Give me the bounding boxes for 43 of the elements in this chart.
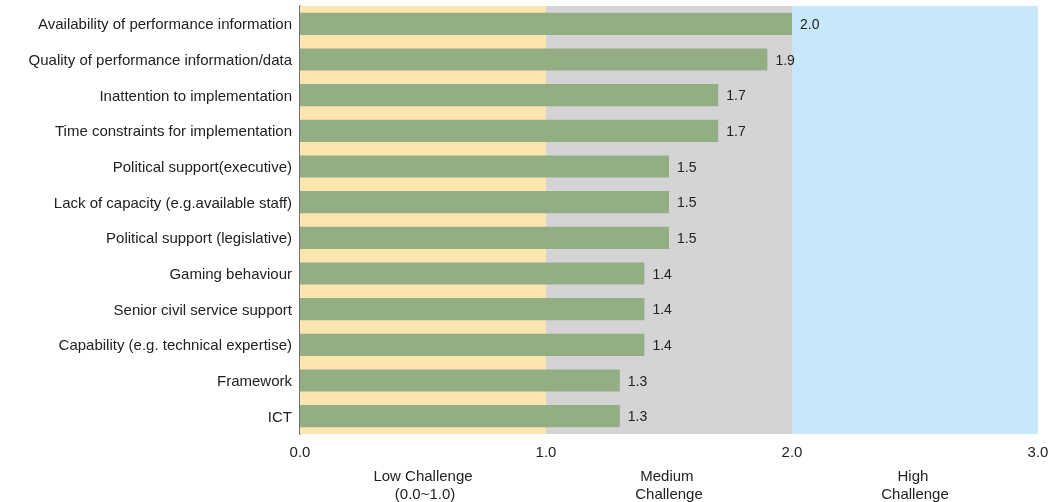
data-label: 1.3 <box>627 408 648 425</box>
bar <box>300 333 645 356</box>
x-tick-label: 3.0 <box>1027 443 1049 460</box>
bar <box>300 298 645 321</box>
bar <box>300 226 669 249</box>
bar <box>300 405 620 428</box>
data-label: 1.4 <box>652 336 673 353</box>
bar <box>300 191 669 214</box>
y-tick-label: ICT <box>267 407 292 425</box>
bar <box>300 155 669 178</box>
bar <box>300 48 768 71</box>
data-label: 1.4 <box>652 265 673 282</box>
y-tick-label: Lack of capacity (e.g.available staff) <box>53 193 292 211</box>
y-tick-label: Senior civil service support <box>113 300 293 318</box>
data-label: 1.5 <box>677 194 697 211</box>
y-tick-label: Time constraints for implementation <box>54 122 292 140</box>
bar <box>300 262 645 285</box>
y-tick-label: Framework <box>216 372 293 389</box>
y-tick-label: Capability (e.g. technical expertise) <box>58 336 292 354</box>
data-label: 2.0 <box>800 15 820 32</box>
bar <box>300 84 719 107</box>
x-tick-label: 0.0 <box>289 443 311 460</box>
band-label: Low Challenge (0.0~1.0) <box>373 466 473 502</box>
y-tick-label: Gaming behaviour <box>169 265 292 282</box>
y-tick-label: Inattention to implementation <box>99 86 292 104</box>
bar <box>300 119 719 142</box>
x-tick-label: 1.0 <box>535 443 557 460</box>
x-tick-label: 2.0 <box>781 443 803 460</box>
data-label: 1.4 <box>652 301 673 318</box>
y-tick-label: Political support(executive) <box>112 158 292 175</box>
data-label: 1.7 <box>726 87 746 104</box>
data-label: 1.7 <box>726 122 746 139</box>
y-tick-label: Political support (legislative) <box>106 229 292 247</box>
bar <box>300 369 620 392</box>
data-label: 1.9 <box>775 51 796 68</box>
data-label: 1.5 <box>677 229 697 246</box>
y-tick-label: Availability of performance information <box>37 15 292 33</box>
y-tick-label: Quality of performance information/data <box>28 51 293 68</box>
bar <box>300 12 792 35</box>
band-label: Medium Challenge <box>635 466 703 502</box>
data-label: 1.5 <box>677 158 697 175</box>
band-label: High Challenge <box>881 466 949 502</box>
data-label: 1.3 <box>627 372 648 389</box>
